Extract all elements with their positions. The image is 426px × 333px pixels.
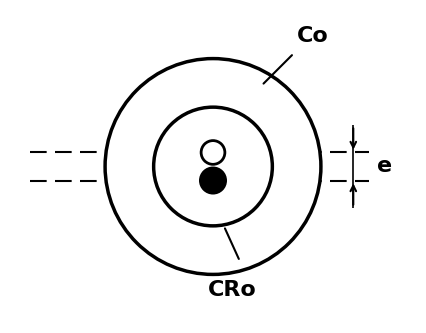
- Circle shape: [105, 59, 321, 274]
- Text: Co: Co: [297, 26, 329, 46]
- Circle shape: [200, 167, 226, 193]
- Text: CRo: CRo: [208, 280, 257, 300]
- Circle shape: [201, 141, 225, 165]
- Text: e: e: [377, 157, 392, 176]
- Circle shape: [154, 107, 272, 226]
